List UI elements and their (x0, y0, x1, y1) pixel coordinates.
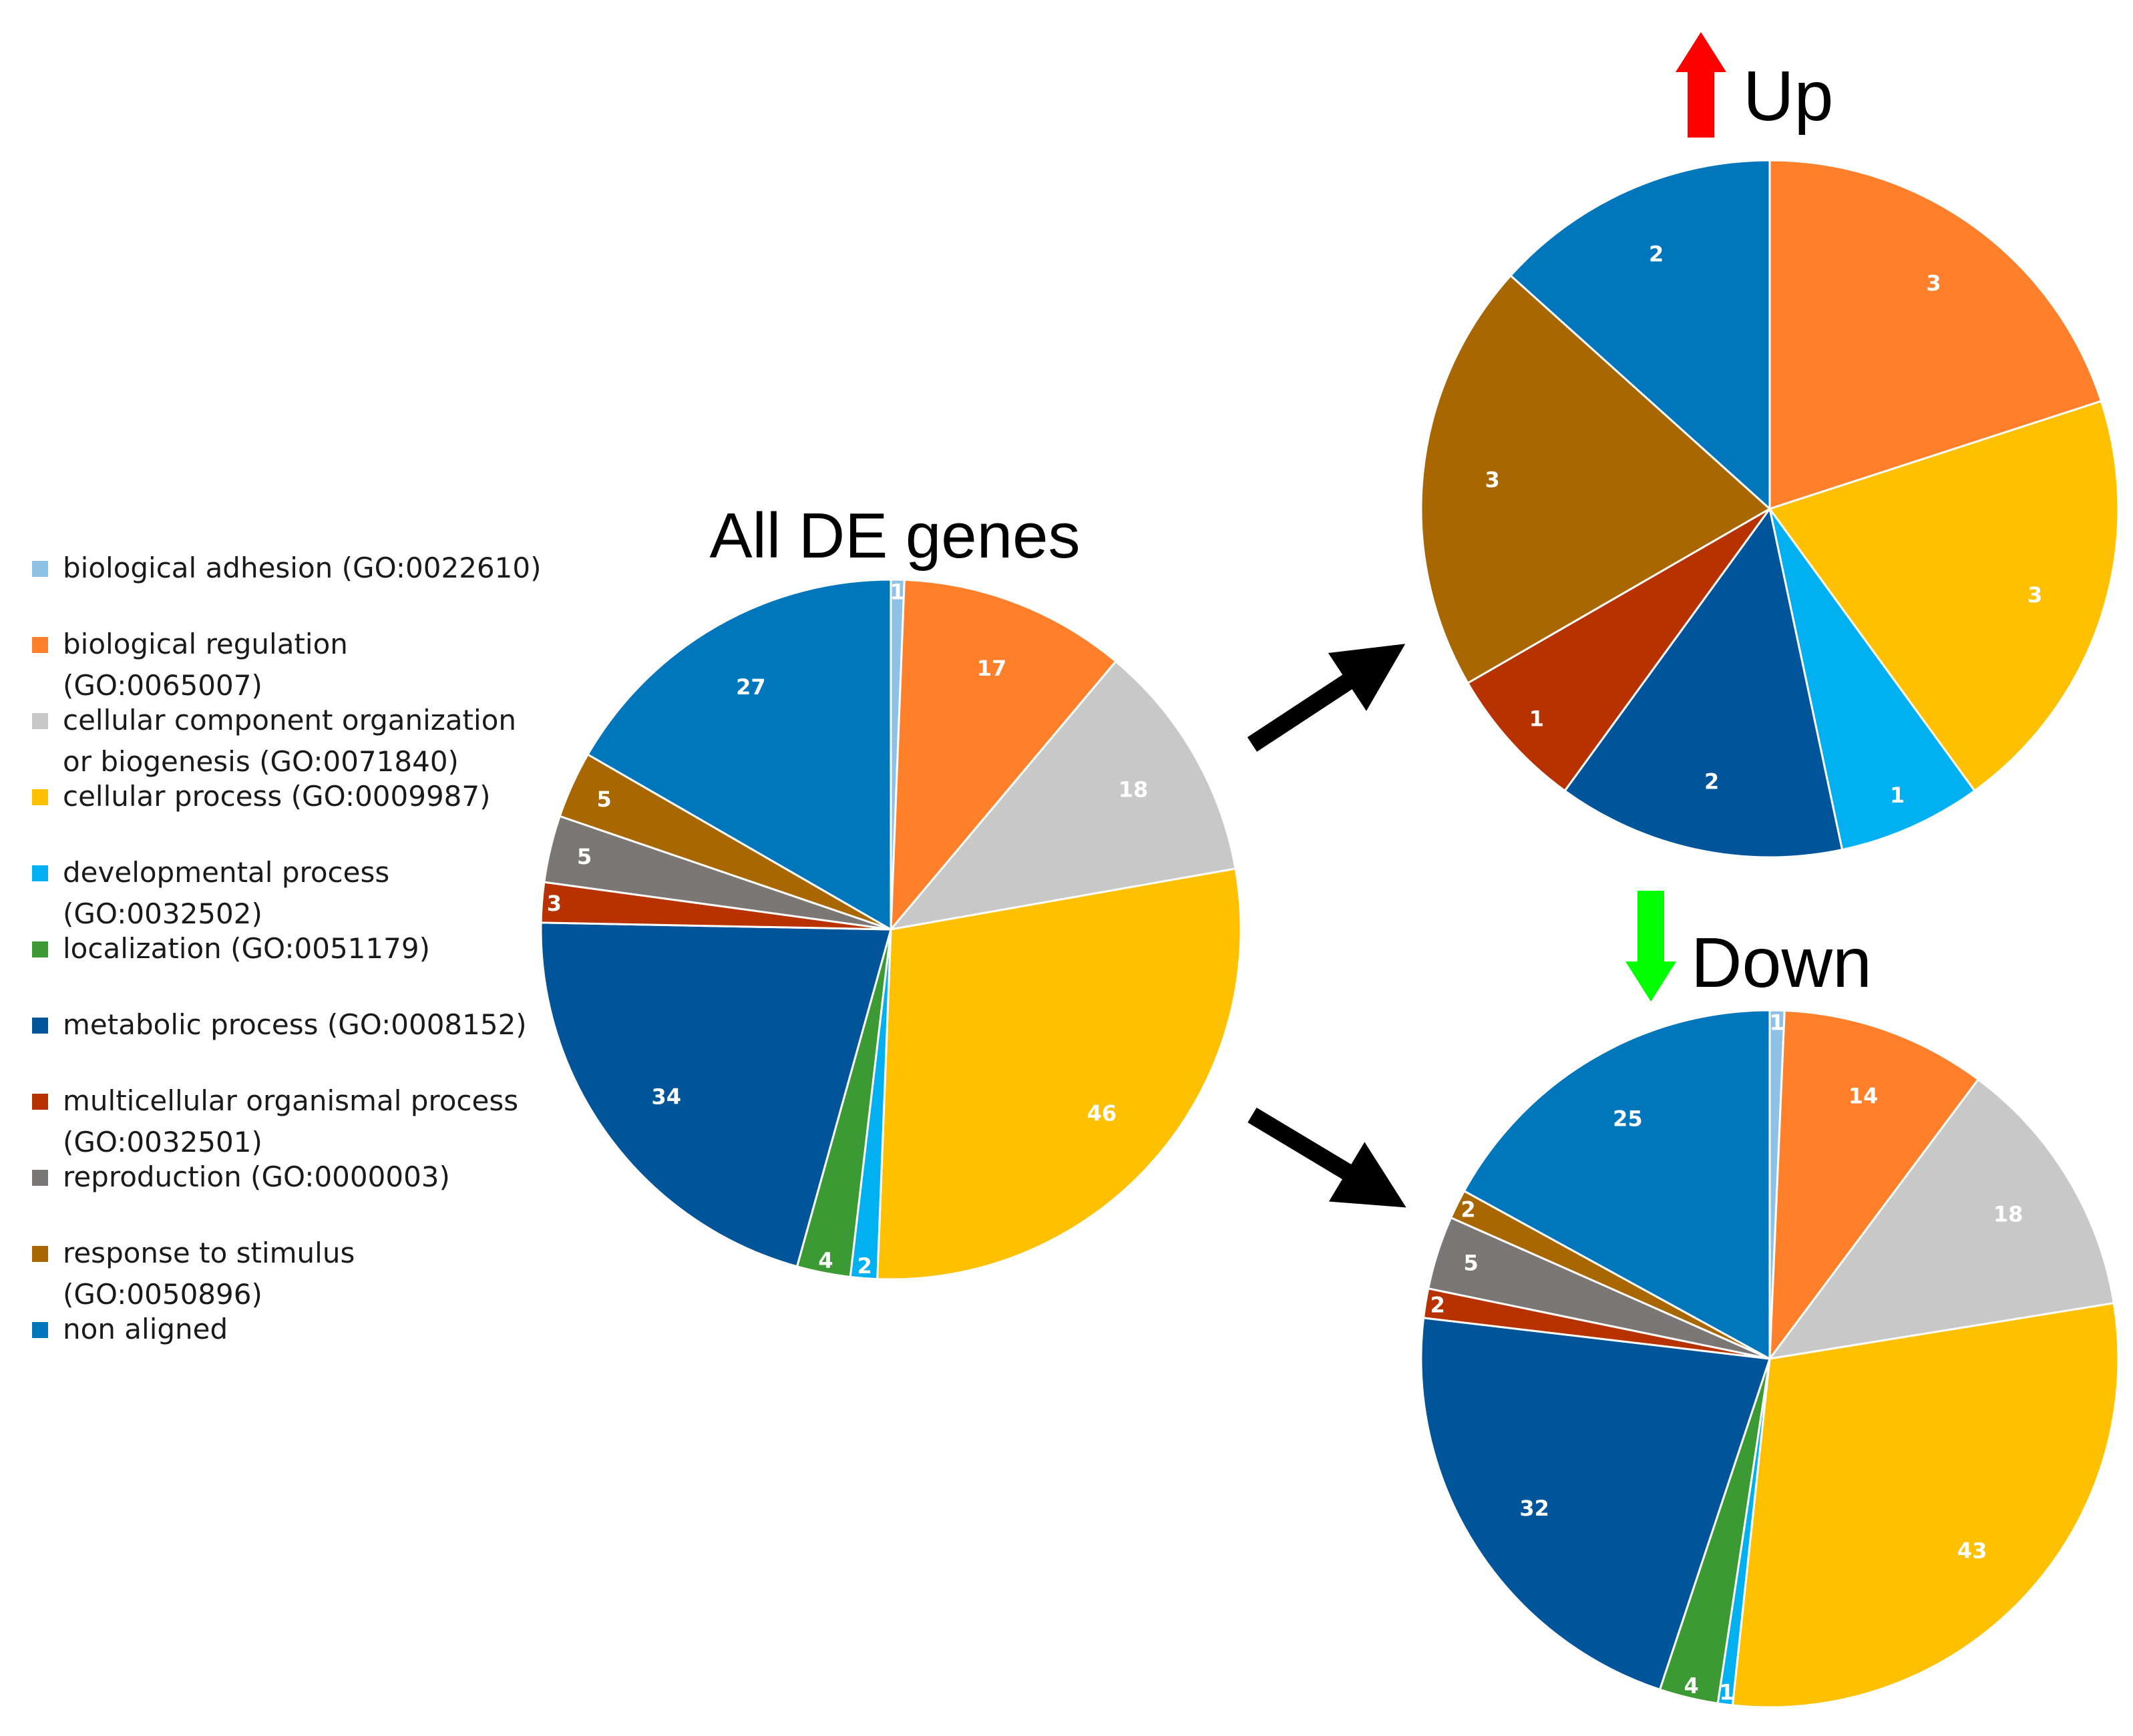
chart-title: Down (1691, 923, 1872, 1002)
legend-label: biological adhesion (GO:0022610) (63, 552, 542, 584)
legend-swatch (32, 865, 48, 881)
slice-label: 3 (547, 891, 562, 916)
slice-label: 17 (977, 656, 1007, 681)
pie-slice (1731, 1301, 2120, 1709)
slice-label: 43 (1957, 1538, 1987, 1563)
pie-slice (1768, 399, 2120, 793)
down-arrow-icon (1625, 891, 1676, 1002)
slice-label: 1 (1529, 706, 1544, 731)
legend-swatch (32, 1170, 48, 1186)
arrow-to-up-pie (1247, 644, 1406, 752)
pie-slice (1420, 1317, 1772, 1691)
pie-slice (1563, 506, 1844, 859)
legend-swatch (32, 789, 48, 805)
legend-swatch (32, 713, 48, 729)
slice-label: 1 (1890, 783, 1905, 808)
pie-slice (1509, 159, 1771, 511)
pie-slice (1420, 274, 1772, 685)
arrow-to-down-pie (1247, 1107, 1406, 1208)
slice-label: 2 (1461, 1197, 1475, 1223)
chart-title: All DE genes (710, 500, 1081, 572)
slice-label: 46 (1087, 1101, 1117, 1126)
legend-label: reproduction (GO:0000003) (63, 1160, 450, 1193)
up-arrow-icon (1676, 32, 1726, 138)
legend-label: multicellular organismal process (GO:003… (63, 1084, 519, 1158)
slice-label: 32 (1519, 1496, 1549, 1521)
pie-slice (888, 660, 1237, 931)
pie-slice (1768, 159, 2103, 511)
slice-label: 2 (1704, 769, 1719, 794)
legend-swatch (32, 1246, 48, 1262)
legend-label: metabolic process (GO:0008152) (63, 1008, 527, 1041)
pie-slice (1463, 1009, 1771, 1361)
slice-label: 1 (1719, 1680, 1734, 1705)
slice-label: 5 (1463, 1251, 1478, 1276)
slice-label: 27 (736, 674, 766, 700)
pie-slice (586, 578, 892, 931)
slice-label: 1 (890, 579, 905, 604)
chart-title: Up (1743, 57, 1834, 136)
legend-label: biological regulation (GO:0065007) (63, 628, 348, 702)
slice-label: 1 (1770, 1010, 1784, 1035)
pie-slice (1768, 508, 1976, 851)
slice-label: 5 (577, 844, 592, 869)
pie-slice (1767, 1078, 2116, 1361)
pie-slice (1466, 507, 1771, 793)
slice-label: 2 (857, 1253, 872, 1279)
legend-label: localization (GO:0051179) (63, 932, 430, 965)
slice-label: 4 (818, 1248, 833, 1273)
slice-label: 2 (1430, 1293, 1445, 1318)
pie-slice (876, 867, 1242, 1281)
slice-label: 18 (1993, 1202, 2023, 1227)
slice-label: 34 (651, 1084, 681, 1109)
slice-label: 2 (1649, 242, 1664, 267)
pie-slice (1768, 1009, 1980, 1362)
legend-swatch (32, 637, 48, 653)
pie-up: 3 3 1 2 1 3 2 Up (1420, 32, 2120, 859)
slice-label: 4 (1684, 1673, 1699, 1699)
legend-swatch (32, 1322, 48, 1338)
legend-swatch (32, 941, 48, 957)
legend-label: developmental process (GO:0032502) (63, 856, 390, 930)
legend-label: cellular process (GO:0009987) (63, 780, 491, 813)
slice-label: 3 (2027, 582, 2042, 608)
pie-slice (890, 578, 1117, 933)
slice-label: 14 (1849, 1084, 1879, 1109)
legend-swatch (32, 561, 48, 577)
slice-label: 25 (1613, 1106, 1643, 1132)
slice-label: 3 (1926, 270, 1941, 296)
legend-label: non aligned (63, 1313, 228, 1345)
slice-label: 18 (1119, 777, 1149, 802)
slice-label: 5 (597, 787, 612, 812)
slice-label: 3 (1485, 467, 1500, 492)
legend-swatch (32, 1018, 48, 1034)
legend-swatch (32, 1094, 48, 1110)
pie-slice (540, 921, 892, 1268)
legend-label: response to stimulus (GO:0050896) (63, 1237, 355, 1311)
legend-label: cellular component organization or bioge… (63, 704, 517, 778)
